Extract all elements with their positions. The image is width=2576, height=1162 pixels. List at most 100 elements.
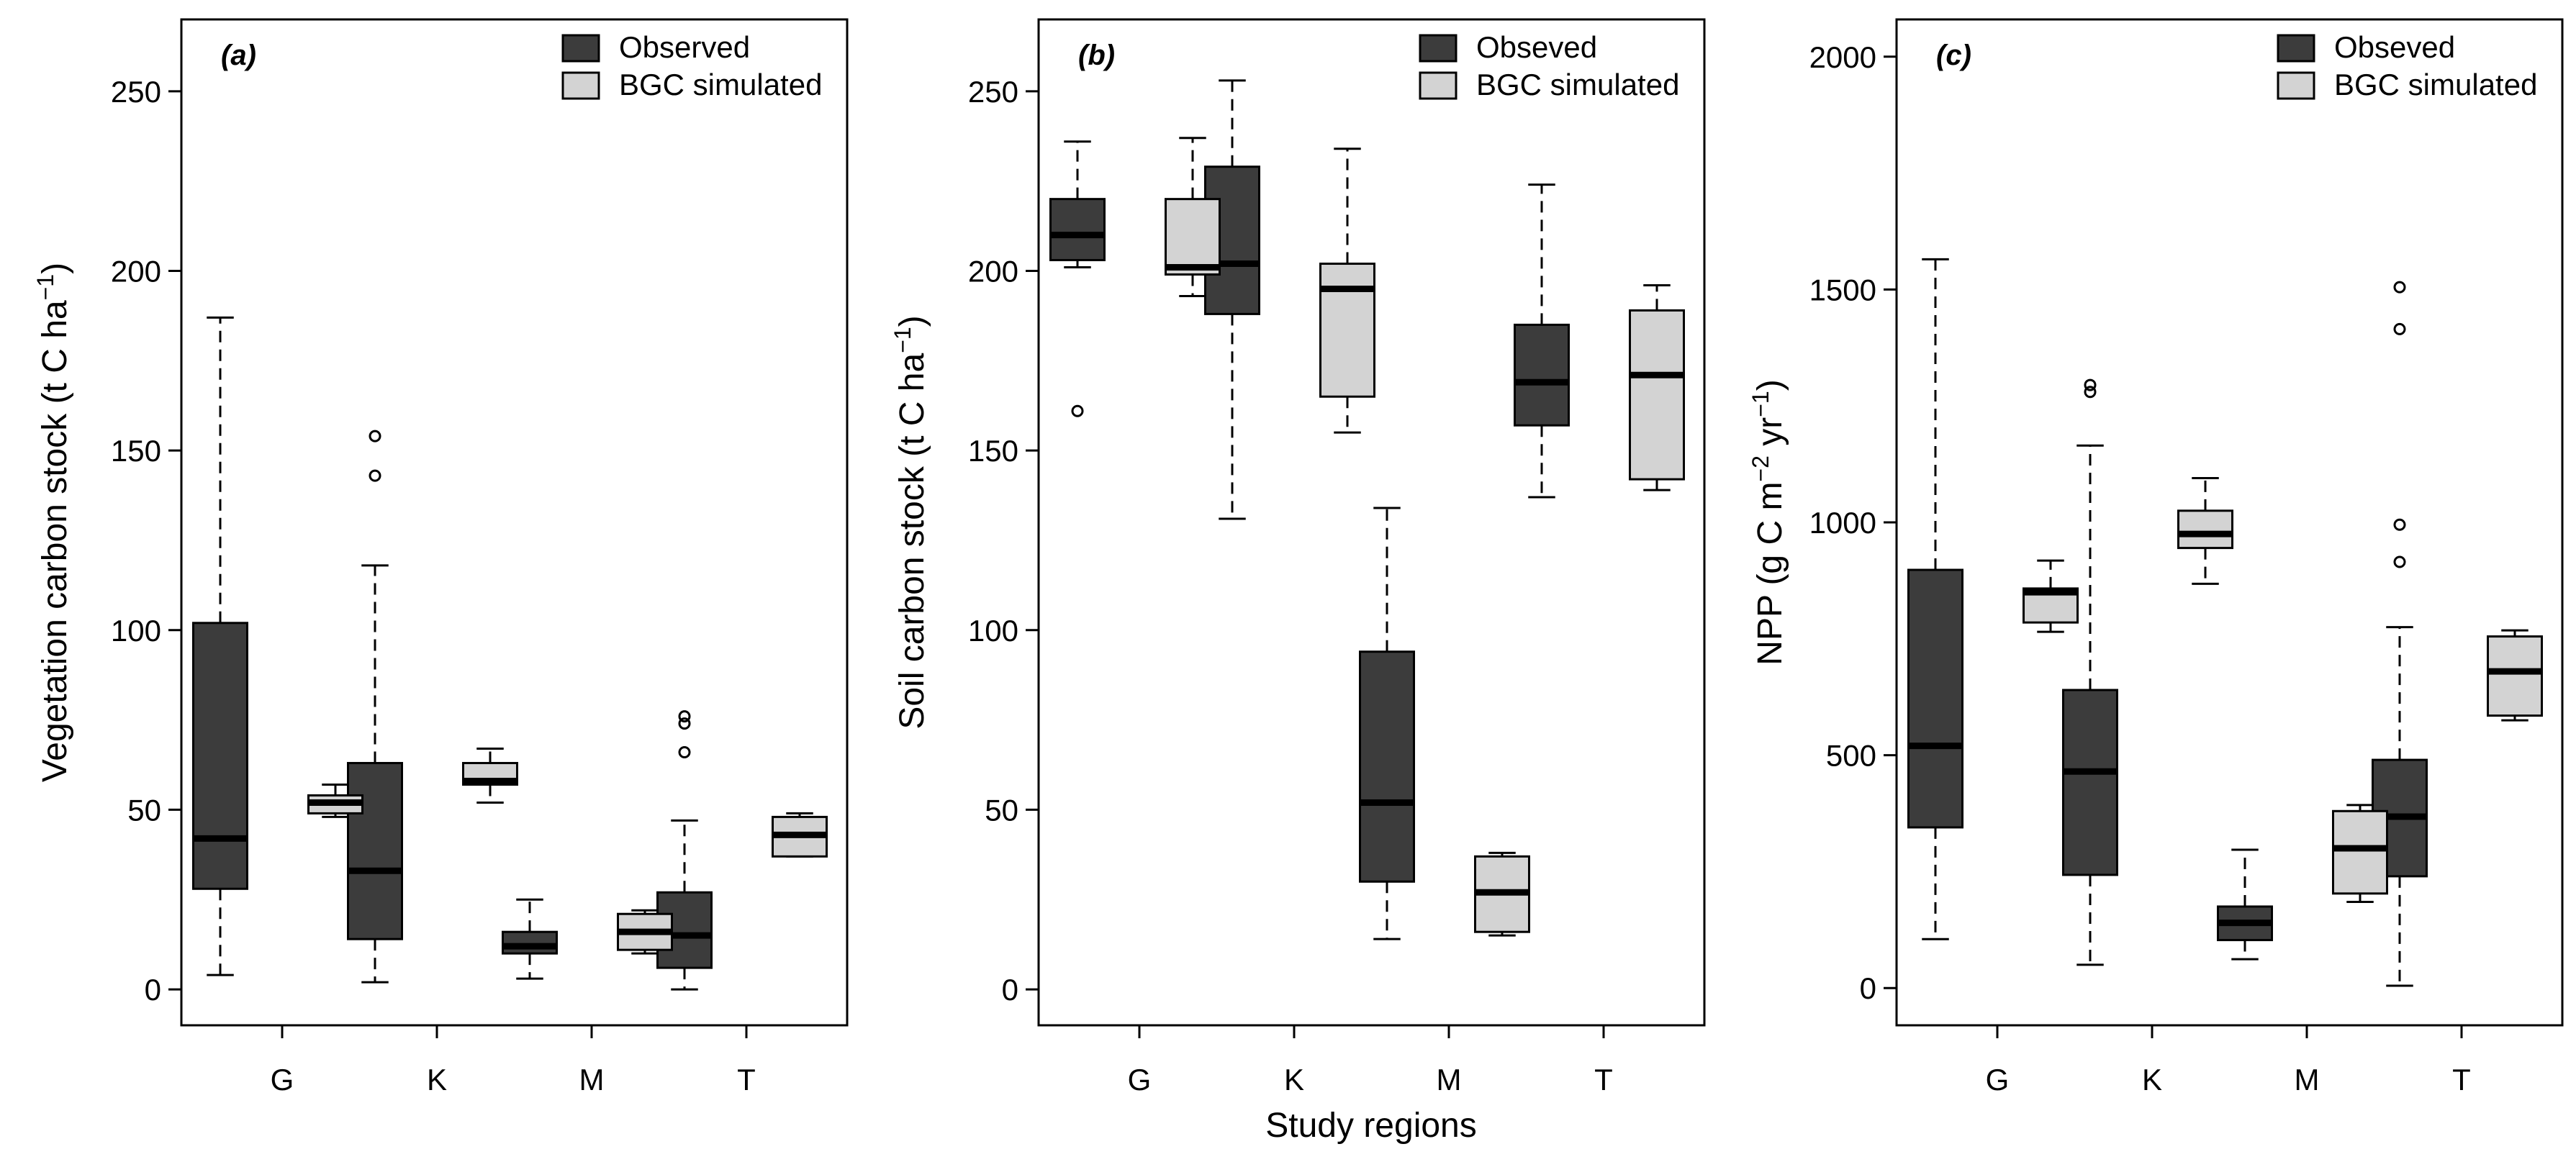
outlier-point xyxy=(369,430,381,442)
x-tick-label: K xyxy=(2142,1063,2162,1097)
box-bgc-simulated-K xyxy=(1319,147,1375,434)
y-tick-label: 2000 xyxy=(1809,40,1876,74)
unit-base: (t C ha xyxy=(36,300,74,404)
y-tick-label: 250 xyxy=(968,75,1018,109)
box-observed-M xyxy=(502,898,558,980)
outlier-point xyxy=(678,710,691,723)
outlier-point xyxy=(2084,378,2097,391)
outlier-point xyxy=(678,746,691,759)
x-tick-label: T xyxy=(2452,1063,2471,1097)
x-tick-label: M xyxy=(1437,1063,1462,1097)
box-bgc-simulated-T xyxy=(2487,629,2543,722)
outlier-point xyxy=(2393,555,2406,568)
box-bgc-simulated-M xyxy=(617,909,673,955)
x-tick-label: T xyxy=(737,1063,756,1097)
iqr-box xyxy=(656,891,713,969)
outlier-point xyxy=(2393,281,2406,294)
y-tick-label: 50 xyxy=(985,793,1018,827)
box-obseved-G xyxy=(1907,258,1963,940)
box-obseved-G xyxy=(1049,140,1106,417)
y-tick-label: 0 xyxy=(1860,971,1876,1005)
iqr-box xyxy=(2487,635,2543,717)
iqr-box xyxy=(1359,650,1415,883)
x-tick-label: M xyxy=(2295,1063,2320,1097)
legend-swatch xyxy=(561,71,600,100)
chart-panel-3: 0 500 1000 1500 2000 NPP (g C m−2 yr−1) G K M T (c… xyxy=(1748,18,2564,1097)
box-bgc-simulated-K xyxy=(2177,477,2233,585)
box-bgc-simulated-G xyxy=(1165,137,1221,297)
legend-label: BGC simulated xyxy=(2334,68,2537,101)
outlier-point xyxy=(1071,404,1084,417)
legend-label: BGC simulated xyxy=(1476,68,1679,101)
y-tick-label: 150 xyxy=(968,434,1018,468)
iqr-box xyxy=(2177,509,2233,550)
x-tick-label: G xyxy=(1986,1063,2010,1097)
outlier-point xyxy=(369,469,381,482)
legend-label: Obseved xyxy=(2334,30,2455,64)
legend-label: Observed xyxy=(619,30,750,64)
y-tick-label: 1000 xyxy=(1809,506,1876,540)
y-tick-label: 200 xyxy=(968,255,1018,289)
iqr-box xyxy=(2062,689,2118,876)
x-tick-label: K xyxy=(1284,1063,1304,1097)
unit-close: ) xyxy=(36,263,74,274)
legend-swatch xyxy=(561,34,600,63)
box-bgc-simulated-G xyxy=(2023,559,2079,633)
y-tick-label: 50 xyxy=(127,793,161,827)
box-obseved-T xyxy=(1514,183,1570,499)
unit-exponent: −2 xyxy=(1748,455,1773,481)
y-axis-title: Soil carbon stock (t C ha−1) xyxy=(890,315,931,729)
y-tick-label: 500 xyxy=(1826,739,1876,773)
box-obseved-K xyxy=(1204,79,1260,520)
legend-swatch xyxy=(1419,71,1458,100)
box-obseved-M xyxy=(1359,507,1415,940)
unit-base: (t C ha xyxy=(893,353,931,456)
iqr-box xyxy=(192,622,248,890)
x-axis-title: Study regions xyxy=(1265,1107,1477,1145)
x-tick-label: K xyxy=(427,1063,447,1097)
iqr-box xyxy=(2332,809,2388,895)
iqr-box xyxy=(1907,568,1963,829)
box-observed-G xyxy=(192,316,248,976)
unit-exponent: −1 xyxy=(32,274,58,300)
unit-exponent-2: −1 xyxy=(1748,391,1773,417)
iqr-box xyxy=(347,762,403,940)
unit-base: (g C m xyxy=(1751,482,1789,586)
iqr-box xyxy=(1514,323,1570,427)
iqr-box xyxy=(1165,198,1221,276)
box-bgc-simulated-K xyxy=(462,748,518,804)
y-tick-label: 150 xyxy=(111,434,161,468)
unit-mid: yr xyxy=(1751,417,1789,455)
panel-label: (a) xyxy=(221,40,256,71)
y-tick-label: 1500 xyxy=(1809,273,1876,307)
y-tick-label: 200 xyxy=(111,255,161,289)
y-tick-label: 100 xyxy=(968,614,1018,648)
y-tick-label: 100 xyxy=(111,614,161,648)
outlier-point xyxy=(678,717,691,730)
panels-group: 0 50 100 150 200 250 Vegetation carbon stock (… xyxy=(32,18,2564,1097)
plot-frame xyxy=(1037,18,1706,1027)
unit-close: ) xyxy=(1751,379,1789,391)
chart-panel-2: 0 50 100 150 200 250 Soil carbon stock (t C ha… xyxy=(890,18,1706,1097)
box-bgc-simulated-T xyxy=(772,812,828,858)
legend-swatch xyxy=(1419,34,1458,63)
x-tick-label: G xyxy=(271,1063,294,1097)
outlier-point xyxy=(2393,322,2406,335)
outlier-point xyxy=(2084,386,2097,399)
iqr-box xyxy=(1629,309,1685,481)
box-bgc-simulated-M xyxy=(1474,851,1530,937)
x-tick-label: M xyxy=(579,1063,605,1097)
panel-label: (c) xyxy=(1936,40,1971,71)
legend-label: BGC simulated xyxy=(619,68,822,101)
box-obseved-K xyxy=(2062,378,2118,966)
legend-swatch xyxy=(2277,34,2315,63)
box-bgc-simulated-G xyxy=(307,783,363,818)
x-tick-label: G xyxy=(1128,1063,1152,1097)
iqr-box xyxy=(502,930,558,955)
x-tick-label: T xyxy=(1594,1063,1613,1097)
plot-frame xyxy=(180,18,849,1027)
legend-label: Obseved xyxy=(1476,30,1597,64)
box-observed-K xyxy=(347,430,403,984)
y-tick-label: 0 xyxy=(145,973,161,1007)
y-axis-title: NPP (g C m−2 yr−1) xyxy=(1748,379,1789,665)
